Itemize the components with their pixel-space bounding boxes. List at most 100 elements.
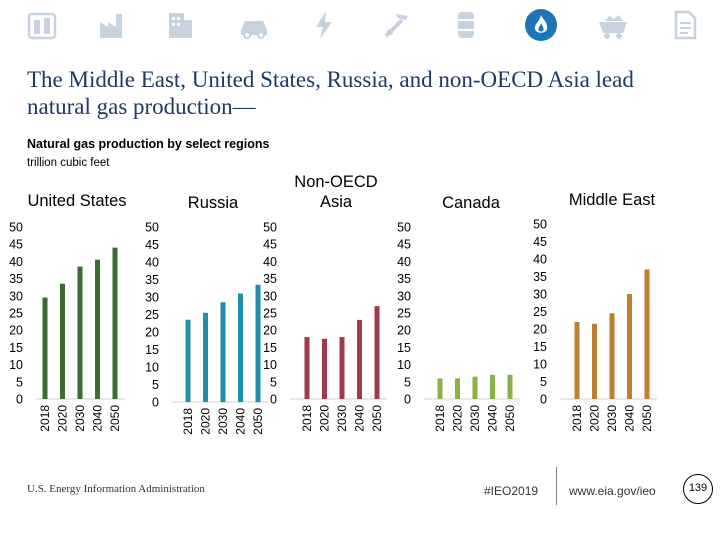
y-tick-label: 45 [533,235,547,249]
y-tick-label: 10 [397,358,411,372]
y-tick-label: 40 [533,253,547,267]
y-tick-label: 25 [397,307,411,321]
bar [644,269,650,399]
y-tick-label: 0 [152,396,159,410]
chart-panel: Russia 0 5 10 15 20 25 30 35 40 45 50 2018 2020 2030 20… [145,194,268,435]
flame-icon [524,8,558,42]
footer-hashtag: #IEO2019 [484,484,539,498]
y-tick-label: 10 [145,361,159,375]
y-tick-label: 35 [9,272,23,286]
x-tick-label: 2030 [605,405,619,432]
footer-source: U.S. Energy Information Administration [27,483,205,495]
y-tick-label: 5 [404,375,411,389]
y-tick-label: 15 [145,343,159,357]
y-tick-label: 0 [16,393,23,407]
y-tick-label: 50 [397,221,411,235]
chart-panel: Canada 0 5 10 15 20 25 30 35 40 45 50 2018 2020 2030 20… [397,194,520,432]
document-icon [668,8,702,42]
y-tick-label: 45 [9,238,23,252]
oil-gas-icon [25,8,59,42]
x-tick-label: 2050 [251,408,265,435]
x-tick-label: 2020 [451,405,465,432]
chart-title: Russia [188,194,239,212]
bar [95,259,100,399]
y-tick-label: 15 [263,341,277,355]
y-tick-label: 25 [145,308,159,322]
bar [609,313,615,399]
bar [490,374,495,399]
tools-icon [380,8,414,42]
y-tick-label: 30 [397,289,411,303]
y-tick-label: 5 [270,375,277,389]
y-tick-label: 5 [16,375,23,389]
chart-panel: United States 0 5 10 15 20 25 30 35 40 45 50 2018 202… [9,192,126,432]
bar [77,266,83,399]
y-tick-label: 30 [9,289,23,303]
footer-divider [556,467,557,505]
y-tick-label: 50 [9,221,23,235]
bar [437,378,443,399]
footer-url[interactable]: www.eia.gov/ieo [569,484,656,498]
bar [472,376,478,399]
bar [255,284,261,402]
y-tick-label: 0 [540,393,547,407]
x-tick-label: 2020 [56,405,70,432]
y-tick-label: 5 [540,375,547,389]
bar [357,319,362,399]
y-tick-label: 30 [263,289,277,303]
x-tick-label: 2030 [73,405,87,432]
y-tick-label: 10 [533,358,547,372]
x-tick-label: 2050 [503,405,517,432]
bar [220,302,226,402]
y-tick-label: 20 [263,324,277,338]
y-tick-label: 15 [9,341,23,355]
x-tick-label: 2040 [234,408,248,435]
x-tick-label: 2040 [91,405,105,432]
y-tick-label: 35 [263,272,277,286]
chart-title: Asia [320,193,353,211]
y-tick-label: 20 [9,324,23,338]
y-tick-label: 50 [533,218,547,232]
y-tick-label: 35 [397,272,411,286]
bar [627,294,632,399]
car-icon [237,8,271,42]
x-tick-label: 2020 [199,408,213,435]
bar [203,312,208,402]
coal-cart-icon [596,8,630,42]
y-tick-label: 10 [263,358,277,372]
y-tick-label: 0 [270,393,277,407]
bar [304,337,310,399]
bar [574,322,580,399]
x-tick-label: 2018 [570,405,584,432]
y-tick-label: 25 [533,305,547,319]
x-tick-label: 2018 [300,405,314,432]
bar [339,337,345,399]
y-tick-label: 45 [397,238,411,252]
y-tick-label: 25 [263,307,277,321]
x-tick-label: 2050 [640,405,654,432]
bar [592,323,597,399]
y-tick-label: 50 [145,221,159,235]
bar [112,247,118,399]
y-tick-label: 20 [533,323,547,337]
y-tick-label: 40 [145,256,159,270]
chart-units: trillion cubic feet [27,157,110,169]
x-tick-label: 2050 [370,405,384,432]
barrel-icon [449,8,483,42]
y-tick-label: 25 [9,307,23,321]
bar [185,319,191,402]
page-number: 139 [683,474,713,504]
chart-subtitle: Natural gas production by select regions [27,137,270,151]
bar [238,293,243,402]
bar [42,297,48,399]
x-tick-label: 2030 [468,405,482,432]
x-tick-label: 2018 [181,408,195,435]
y-tick-label: 30 [533,288,547,302]
y-tick-label: 15 [533,340,547,354]
y-tick-label: 20 [145,326,159,340]
y-tick-label: 40 [9,255,23,269]
header-icon-bar [0,0,720,52]
y-tick-label: 0 [404,393,411,407]
x-tick-label: 2020 [318,405,332,432]
